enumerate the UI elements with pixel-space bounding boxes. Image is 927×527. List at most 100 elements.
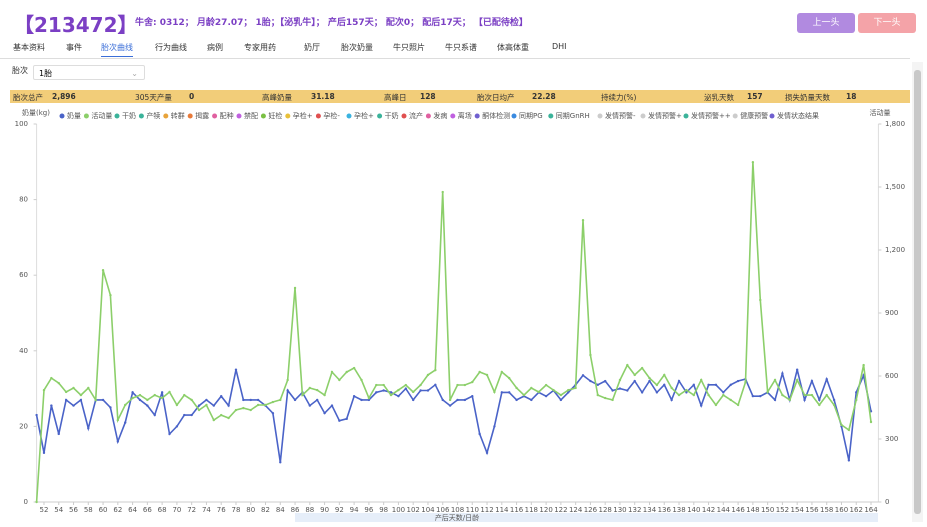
data-point — [360, 378, 363, 382]
data-point — [707, 393, 710, 397]
tab[interactable]: 事件 — [66, 43, 82, 52]
data-point — [522, 393, 526, 397]
x-tick-label: 138 — [672, 506, 685, 514]
data-point — [803, 393, 806, 397]
y-tick-label: 60 — [19, 271, 28, 279]
x-tick-label: 96 — [364, 506, 373, 514]
summary-label: 胎次总产 — [13, 93, 43, 102]
x-tick-label: 102 — [407, 506, 420, 514]
data-point — [411, 398, 415, 402]
data-point — [493, 425, 496, 428]
legend-icon — [474, 113, 480, 119]
tab[interactable]: 行为曲线 — [155, 43, 187, 52]
x-tick-label: 92 — [335, 506, 344, 514]
prev-button[interactable]: 上一头 — [797, 13, 855, 33]
legend-icon — [346, 113, 352, 119]
x-tick-label: 144 — [717, 506, 731, 514]
data-point — [581, 218, 585, 222]
data-point — [596, 393, 599, 397]
data-point — [603, 379, 607, 383]
tab[interactable]: DHI — [552, 42, 567, 51]
data-point — [751, 394, 755, 398]
tab[interactable]: 基本资料 — [13, 43, 45, 52]
tab[interactable]: 奶厅 — [304, 43, 320, 52]
legend-icon — [377, 113, 383, 119]
data-point — [825, 393, 828, 397]
tab[interactable]: 体高体重 — [497, 43, 529, 52]
data-point — [330, 404, 334, 407]
header: 【213472】 牛舍: 0312； 月龄27.07； 1胎；【泌乳牛】； 产后… — [0, 0, 927, 38]
legend-label: 健康预警 — [740, 111, 768, 120]
data-point — [175, 403, 179, 407]
tab[interactable]: 病例 — [207, 43, 223, 52]
data-point — [685, 391, 688, 394]
tab[interactable]: 胎次曲线 — [101, 42, 133, 57]
data-point — [116, 418, 120, 422]
data-point — [581, 374, 585, 377]
summary-bar: 胎次总产 2,896 305天产量 0 高峰奶量 31.18 高峰日 128 胎次日均产 22.2… — [10, 90, 910, 103]
legend-icon — [315, 113, 321, 119]
zoom-range[interactable] — [295, 513, 878, 522]
data-point — [138, 393, 142, 397]
tab[interactable]: 胎次奶量 — [341, 43, 373, 52]
data-point — [825, 377, 828, 381]
data-point — [168, 432, 171, 436]
legend-label: 干奶 — [122, 111, 136, 120]
data-point — [131, 396, 134, 400]
data-point — [559, 393, 563, 397]
x-tick-label: 72 — [187, 506, 196, 514]
x-tick-label: 156 — [805, 506, 819, 514]
scrollbar[interactable] — [912, 62, 923, 522]
data-point — [330, 370, 334, 374]
data-point — [271, 400, 275, 404]
y-tick-label: 20 — [19, 422, 28, 430]
tab[interactable]: 牛只系谱 — [445, 43, 477, 52]
x-tick-label: 76 — [217, 506, 226, 514]
legend-label: 离场 — [458, 111, 472, 120]
prev-label: 上一头 — [812, 18, 840, 28]
legend-icon — [236, 113, 242, 119]
parity-select[interactable]: 1胎 ⌄ — [33, 65, 145, 80]
data-point — [338, 378, 341, 382]
data-point — [382, 389, 385, 392]
x-tick-label: 152 — [776, 506, 789, 514]
data-point — [124, 421, 127, 424]
legend-label: 发情预警- — [605, 111, 636, 120]
data-point — [692, 383, 695, 387]
data-point — [515, 386, 518, 390]
data-point — [507, 376, 511, 380]
tab[interactable]: 专家用药 — [244, 43, 276, 52]
data-point — [57, 432, 60, 436]
tab[interactable]: 牛只照片 — [393, 43, 425, 52]
legend-label: 酮体检测 — [482, 111, 510, 120]
legend-icon — [683, 113, 689, 119]
data-point — [537, 390, 540, 394]
data-point — [640, 366, 644, 370]
data-point — [375, 383, 378, 387]
x-tick-label: 86 — [291, 506, 300, 514]
data-point — [109, 406, 112, 409]
data-point — [286, 378, 289, 382]
scroll-thumb[interactable] — [914, 70, 921, 514]
legend-label: 流产 — [409, 111, 423, 120]
next-button[interactable]: 下一头 — [858, 13, 916, 33]
data-point — [663, 383, 666, 387]
legend-icon — [769, 113, 775, 119]
legend-label: 同期GnRH — [556, 112, 590, 120]
legend-icon — [511, 113, 517, 119]
x-tick-label: 142 — [702, 506, 715, 514]
data-point — [655, 391, 659, 394]
legend-icon — [450, 113, 456, 119]
data-point — [264, 403, 267, 407]
legend-label: 同期PG — [519, 112, 543, 120]
x-tick-label: 58 — [84, 506, 93, 514]
data-point — [759, 298, 762, 302]
data-point — [714, 403, 718, 407]
data-point — [456, 383, 459, 387]
legend-label: 配种 — [220, 111, 234, 120]
x-tick-label: 136 — [658, 506, 672, 514]
summary-value: 0 — [189, 92, 195, 101]
data-point — [463, 398, 467, 402]
data-point — [544, 394, 548, 398]
x-tick-label: 52 — [40, 506, 49, 514]
